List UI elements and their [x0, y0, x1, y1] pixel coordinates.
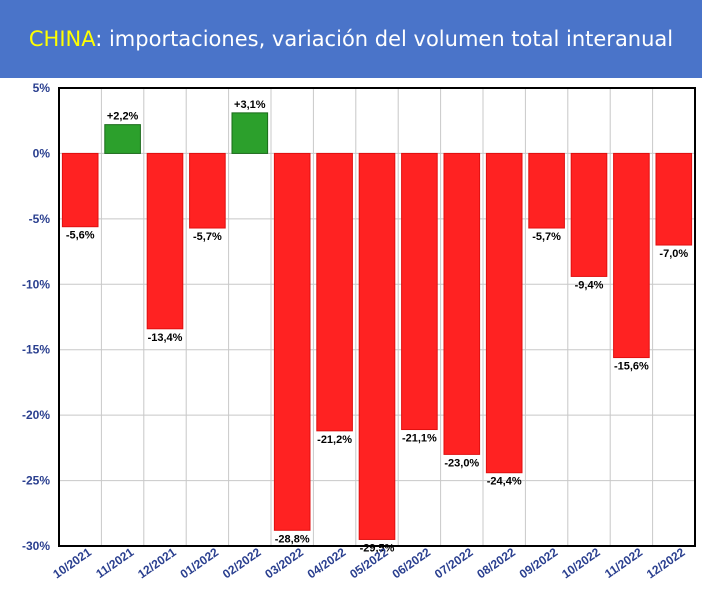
chart-area: -5,6% +2,2% -13,4% -5,7% +3,1% -28,8% -21,2% -2…	[0, 78, 702, 600]
bar-value-label: -21,1%	[402, 433, 437, 445]
chart-title-description: : importaciones, variación del volumen t…	[95, 27, 674, 51]
bar-value-label: -5,6%	[66, 230, 95, 242]
x-tick-label: 12/2022	[644, 545, 688, 582]
bar-12-2021	[146, 152, 184, 330]
bar-value-label: -23,0%	[444, 457, 479, 469]
bar-07-2022	[443, 152, 481, 455]
bar-value-label: -5,7%	[193, 231, 222, 243]
plot-frame	[58, 87, 696, 547]
x-tick-label: 10/2022	[559, 545, 603, 582]
x-tick-label: 12/2021	[135, 545, 179, 582]
bar-value-label: -15,6%	[614, 361, 649, 373]
x-tick-label: 11/2022	[602, 545, 645, 581]
x-tick-label: 07/2022	[432, 545, 476, 582]
chart-title-country: CHINA	[28, 27, 96, 51]
y-tick-label: 0%	[33, 146, 51, 160]
bar-03-2022	[273, 152, 311, 531]
bar-value-label: -9,4%	[575, 279, 604, 291]
bar-10-2022	[570, 152, 608, 277]
bar-08-2022	[485, 152, 523, 474]
bar-10-2021	[61, 152, 99, 228]
bar-04-2022	[316, 152, 353, 432]
y-tick-label: -5%	[29, 212, 51, 226]
bar-value-label: -21,2%	[317, 434, 352, 446]
bar-value-label: +2,2%	[107, 111, 139, 123]
bar-value-label: -24,4%	[487, 476, 522, 488]
y-tick-label: -10%	[22, 277, 50, 291]
bar-06-2022	[401, 152, 438, 431]
bar-09-2022	[528, 152, 565, 229]
bar-01-2022	[189, 152, 226, 229]
bar-labels-group: -5,6% +2,2% -13,4% -5,7% +3,1% -28,8% -21,2% -2…	[66, 99, 689, 555]
y-tick-label: -30%	[22, 539, 50, 553]
y-tick-label: -25%	[22, 474, 50, 488]
bar-value-label: -28,8%	[275, 533, 310, 545]
x-tick-label: 02/2022	[220, 545, 264, 582]
x-tick-label: 10/2021	[50, 545, 94, 582]
chart-title-bar: CHINA: importaciones, variación del volu…	[0, 0, 702, 78]
x-tick-label: 11/2021	[93, 545, 136, 581]
y-tick-label: 5%	[33, 81, 51, 95]
bar-value-label: -5,7%	[532, 231, 561, 243]
y-axis-ticks: 5% 0% -5% -10% -15% -20% -25% -30%	[22, 81, 50, 553]
bar-value-label: -7,0%	[659, 248, 688, 260]
bars-group	[61, 112, 693, 540]
bar-chart: -5,6% +2,2% -13,4% -5,7% +3,1% -28,8% -21,2% -2…	[22, 81, 696, 582]
y-tick-label: -15%	[22, 343, 50, 357]
bar-11-2021	[104, 124, 141, 154]
bar-02-2022	[231, 112, 269, 154]
x-tick-label: 09/2022	[517, 545, 561, 582]
x-tick-label: 03/2022	[262, 545, 306, 582]
bar-value-label: -13,4%	[148, 332, 183, 344]
x-tick-label: 08/2022	[474, 545, 518, 582]
chart-title: CHINA: importaciones, variación del volu…	[29, 27, 673, 51]
x-tick-label: 06/2022	[390, 545, 434, 582]
bar-11-2022	[613, 152, 650, 359]
bar-12-2022	[655, 152, 693, 246]
x-tick-label: 04/2022	[305, 545, 349, 582]
bar-value-label: +3,1%	[234, 99, 266, 111]
y-tick-label: -20%	[22, 408, 50, 422]
x-tick-label: 01/2022	[178, 545, 222, 582]
bar-05-2022	[358, 152, 396, 540]
